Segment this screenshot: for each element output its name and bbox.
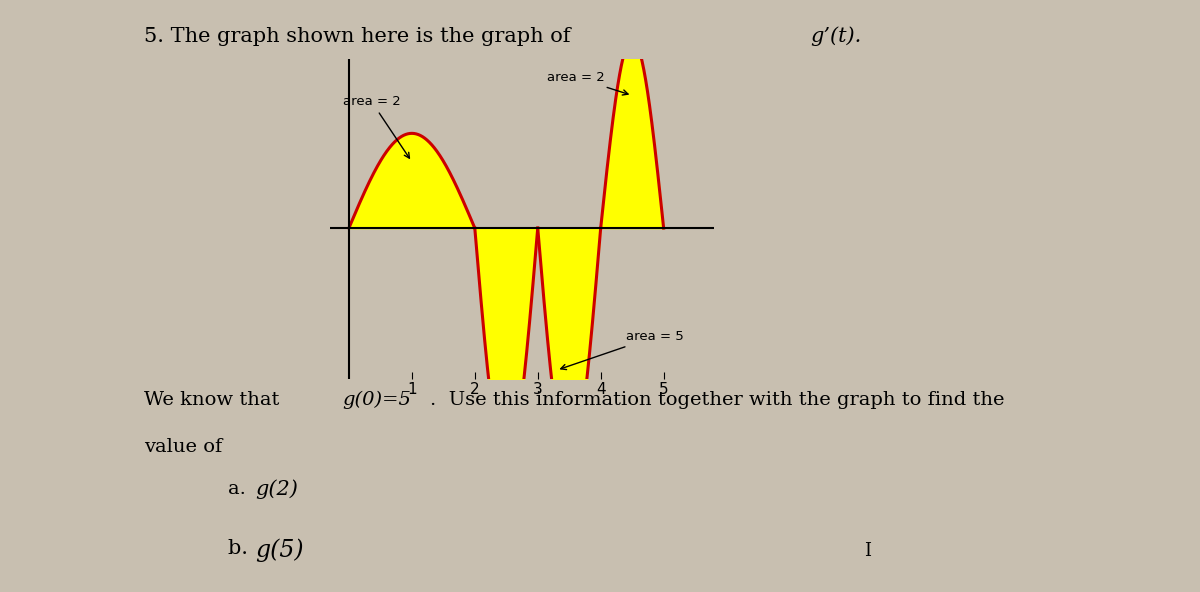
Text: b.: b. — [228, 539, 262, 558]
Text: g’(t).: g’(t). — [810, 27, 862, 46]
Text: g(0)=5: g(0)=5 — [342, 391, 410, 409]
Text: g(2): g(2) — [256, 480, 299, 499]
Text: area = 5: area = 5 — [560, 330, 684, 369]
Text: area = 2: area = 2 — [342, 95, 409, 158]
Text: a.: a. — [228, 480, 258, 497]
Text: value of: value of — [144, 438, 222, 456]
Text: area = 2: area = 2 — [547, 71, 628, 95]
Text: We know that: We know that — [144, 391, 286, 408]
Text: I: I — [864, 542, 871, 559]
Text: g(5): g(5) — [256, 539, 305, 562]
Text: .  Use this information together with the graph to find the: . Use this information together with the… — [430, 391, 1004, 408]
Text: 5. The graph shown here is the graph of: 5. The graph shown here is the graph of — [144, 27, 577, 46]
